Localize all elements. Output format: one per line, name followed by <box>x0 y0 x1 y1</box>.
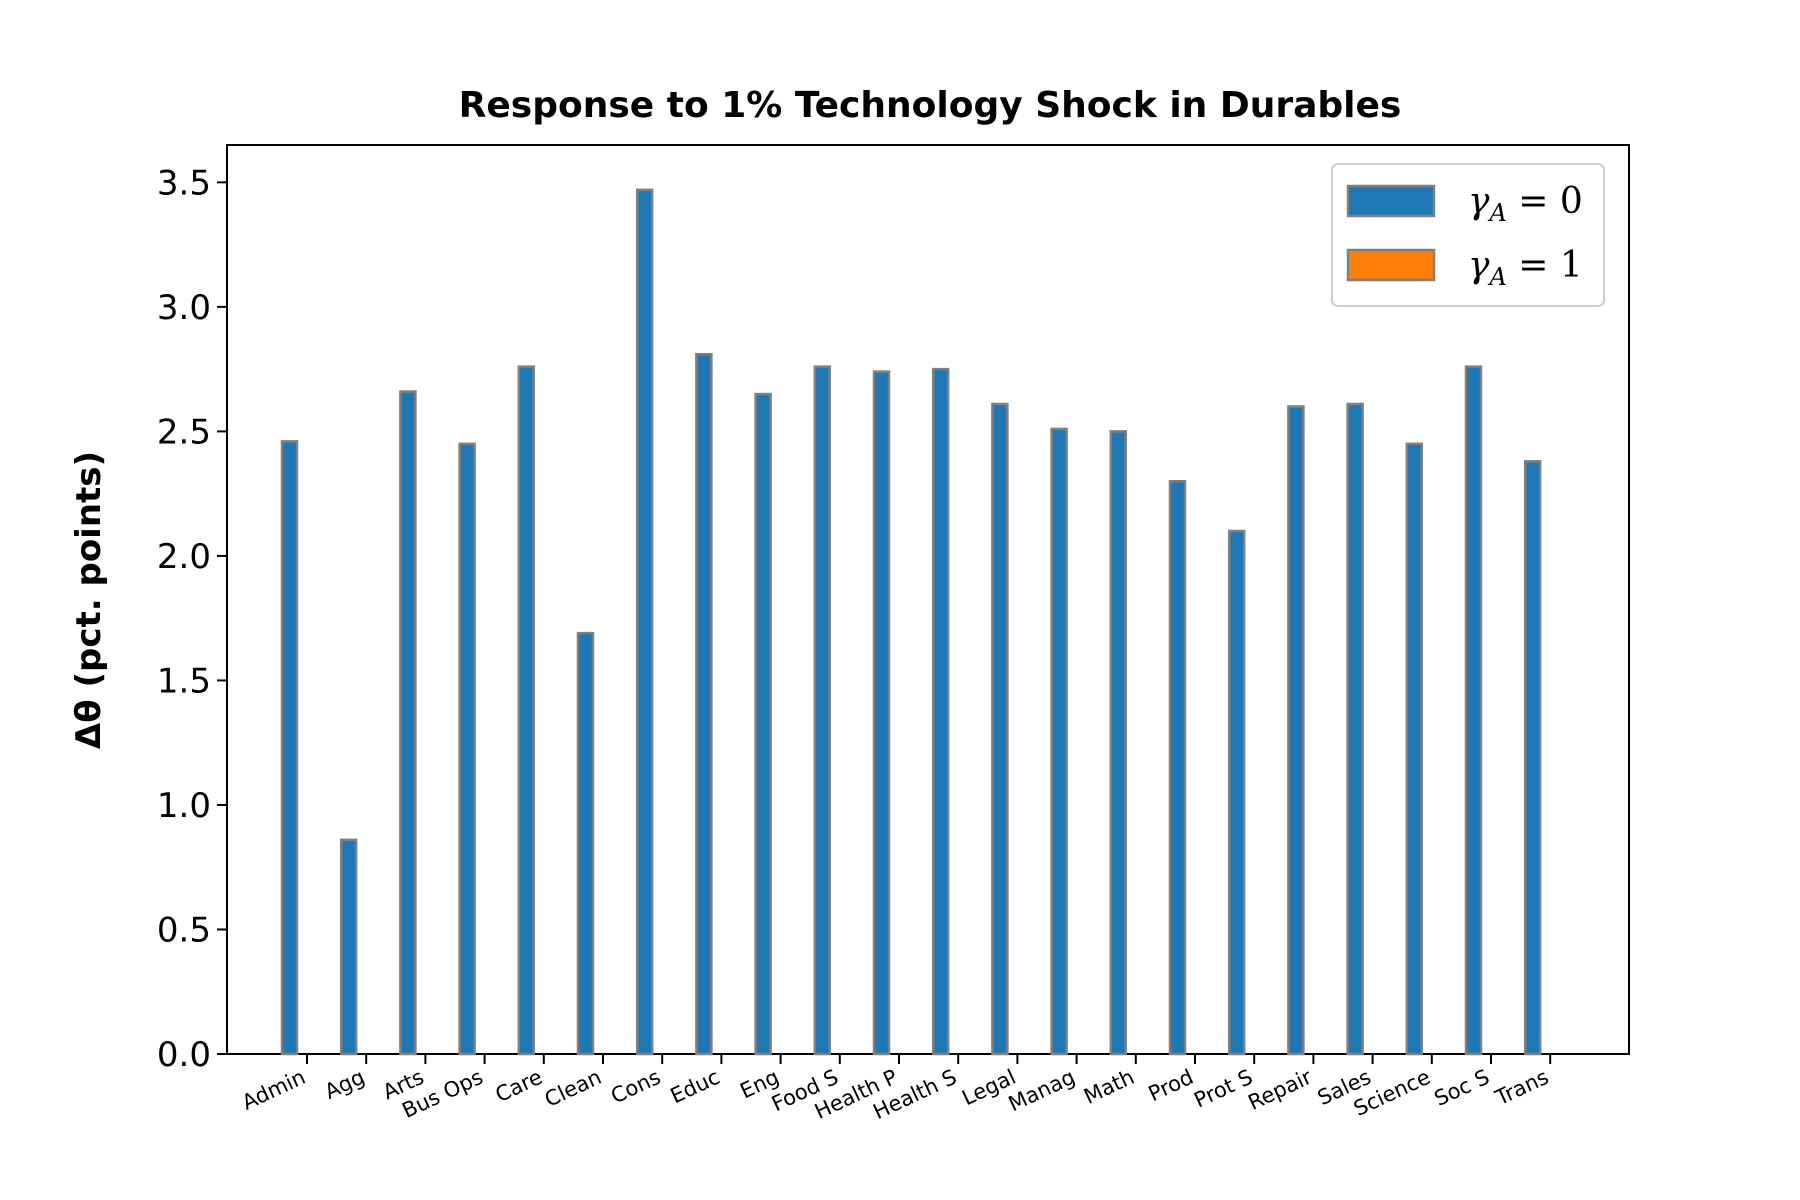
bar-gamma-0 <box>754 392 772 1056</box>
bar-gamma-0 <box>576 631 595 1056</box>
x-tick-label: Manag <box>1005 1065 1079 1117</box>
bar-gamma-0 <box>1050 427 1068 1056</box>
bar-gamma-0 <box>1464 365 1483 1056</box>
bar-gamma-0 <box>872 370 891 1056</box>
y-tick-label: 3.5 <box>157 163 211 203</box>
x-tick-label: Prot S <box>1190 1065 1256 1113</box>
bar-gamma-0 <box>1168 479 1187 1056</box>
bar-gamma-0 <box>1523 460 1542 1056</box>
x-tick-label: Soc S <box>1431 1065 1493 1111</box>
bar-gamma-0 <box>1346 402 1364 1056</box>
x-tick-label: Prod <box>1145 1065 1197 1106</box>
legend: γA = 0 γA = 1 <box>1331 163 1605 307</box>
y-tick-label: 1.5 <box>157 661 211 701</box>
y-axis-label: Δθ (pct. points) <box>69 451 109 749</box>
y-tick-label: 2.0 <box>157 537 211 577</box>
plot-frame <box>226 144 1630 1055</box>
x-tick-label: Repair <box>1244 1065 1315 1115</box>
x-tick-label: Educ <box>667 1065 724 1109</box>
y-tick-label: 0.0 <box>157 1035 211 1075</box>
bar-gamma-0 <box>517 365 536 1056</box>
bar-gamma-0 <box>1405 442 1424 1056</box>
legend-label: γA = 0 <box>1468 181 1583 227</box>
x-tick-label: Trans <box>1491 1065 1552 1111</box>
legend-swatch <box>1346 248 1436 282</box>
bar-gamma-0 <box>1109 430 1128 1056</box>
chart-title: Response to 1% Technology Shock in Durab… <box>459 85 1402 126</box>
legend-label: γA = 1 <box>1468 245 1583 291</box>
legend-swatch <box>1346 184 1436 218</box>
bar-gamma-0 <box>339 838 358 1056</box>
y-tick-label: 3.0 <box>157 288 211 328</box>
bar-gamma-0 <box>695 352 713 1056</box>
bar-gamma-0 <box>635 188 654 1056</box>
bar-gamma-0 <box>813 365 832 1056</box>
y-tick-label: 1.0 <box>157 786 211 826</box>
bar-gamma-0 <box>280 440 299 1056</box>
bar-gamma-0 <box>931 367 950 1056</box>
bar-gamma-0 <box>399 390 417 1056</box>
bar-gamma-0 <box>1287 405 1305 1056</box>
x-tick-label: Math <box>1080 1065 1138 1109</box>
x-tick-label: Care <box>492 1065 546 1107</box>
y-tick-label: 2.5 <box>157 412 211 452</box>
bar-gamma-0 <box>458 442 476 1056</box>
bar-gamma-0 <box>991 402 1009 1056</box>
x-tick-label: Admin <box>238 1065 309 1115</box>
bar-gamma-0 <box>1227 529 1246 1056</box>
y-tick-label: 0.5 <box>157 910 211 950</box>
x-tick-label: Agg <box>321 1065 368 1104</box>
x-tick-label: Clean <box>541 1065 605 1112</box>
x-tick-label: Cons <box>607 1065 664 1109</box>
